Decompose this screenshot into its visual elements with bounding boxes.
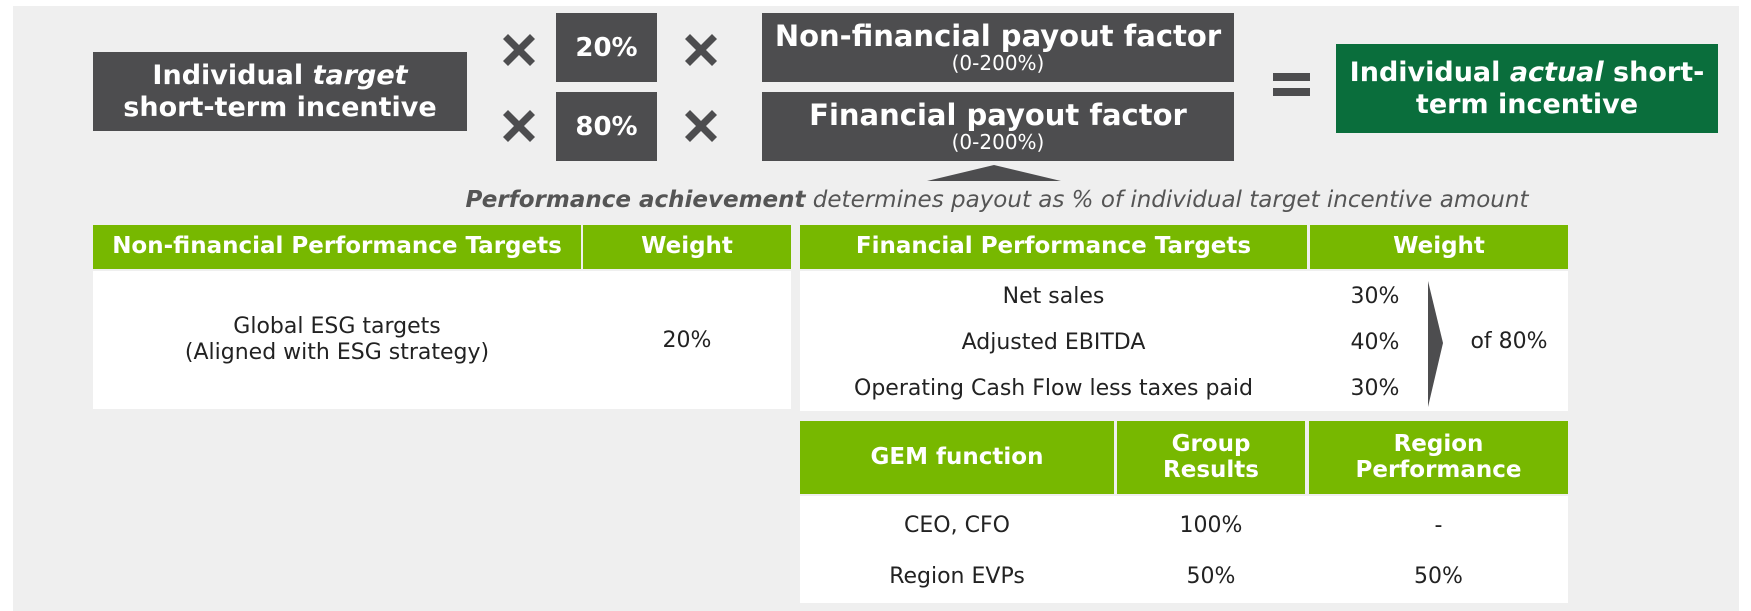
header: Non-financial Performance Targets — [112, 233, 562, 260]
actual-text: Individual actual short-term incentive — [1346, 57, 1708, 119]
header: Weight — [1393, 233, 1485, 260]
header: Group Results — [1163, 431, 1259, 483]
caption-emph: Performance achievement — [465, 187, 806, 213]
text: short-term incentive — [123, 91, 437, 123]
header: Region Performance — [1355, 431, 1522, 483]
text: Individual — [1349, 57, 1510, 89]
table-body — [800, 496, 1568, 603]
note: of 80% — [1470, 328, 1548, 354]
caption-text: determines payout as % of individual tar… — [805, 187, 1529, 213]
table-header: Weight — [583, 225, 791, 269]
caption: Performance achievement determines payou… — [300, 187, 1694, 213]
table-body — [93, 271, 791, 409]
weight-box: 80% — [556, 92, 657, 161]
line: Global ESG targets — [233, 313, 441, 339]
cell: 20% — [583, 271, 791, 409]
cell: 50% — [1414, 563, 1463, 589]
cell: 30% — [1350, 283, 1400, 309]
weight-box: 20% — [556, 13, 657, 82]
table-header: Non-financial Performance Targets — [93, 225, 581, 269]
target-text: Individual target short-term incentive — [103, 60, 457, 122]
bracket — [1428, 281, 1443, 407]
weight: 20% — [575, 32, 638, 63]
cell: 30% — [1350, 375, 1400, 401]
cell: 100% — [1179, 512, 1243, 538]
weight: 20% — [662, 327, 712, 353]
text: short-term incentive — [1415, 57, 1705, 120]
cell: Adjusted EBITDA — [961, 329, 1146, 355]
weight: 80% — [575, 111, 638, 142]
factor-box: Non-financial payout factor (0-200%) — [762, 13, 1234, 82]
actual-box: Individual actual short-term incentive — [1336, 44, 1718, 133]
table-header: Financial Performance Targets — [800, 225, 1307, 269]
cell: Net sales — [1002, 283, 1105, 309]
emph: actual — [1509, 57, 1604, 89]
target-box: Individual target short-term incentive — [93, 52, 467, 131]
factor-title: Non-financial payout factor — [774, 18, 1222, 53]
factor-box: Financial payout factor (0-200%) — [762, 92, 1234, 161]
header: Weight — [641, 233, 733, 260]
cell: Region EVPs — [889, 563, 1025, 589]
times-icons — [503, 34, 1310, 181]
header: GEM function — [870, 443, 1044, 470]
table-header: Region Performance — [1309, 421, 1568, 494]
cell: Operating Cash Flow less taxes paid — [854, 375, 1253, 401]
emph: target — [312, 60, 408, 92]
table-header: Group Results — [1117, 421, 1305, 494]
cell: 40% — [1350, 329, 1400, 355]
line: (Aligned with ESG strategy) — [184, 340, 490, 365]
header: Financial Performance Targets — [855, 233, 1252, 260]
table-header: Weight — [1310, 225, 1568, 269]
cell: of 80% — [1450, 271, 1568, 411]
factor-title: Financial payout factor — [809, 97, 1187, 132]
factor-range: (0-200%) — [951, 51, 1045, 76]
cell: 50% — [1186, 563, 1236, 589]
factor-range: (0-200%) — [951, 130, 1045, 155]
cell: Global ESG targets (Aligned with ESG stra… — [93, 271, 581, 409]
table-header: GEM function — [800, 421, 1114, 494]
cell: CEO, CFO — [904, 512, 1010, 538]
cell: - — [1434, 512, 1443, 538]
text: Individual — [152, 60, 313, 92]
